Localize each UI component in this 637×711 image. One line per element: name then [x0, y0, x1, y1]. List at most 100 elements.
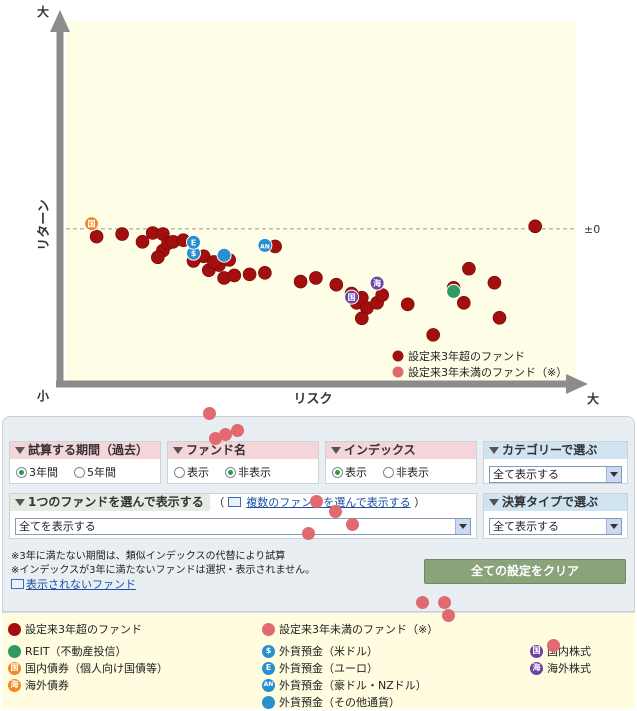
dollar-icon: $ — [262, 644, 275, 658]
pink-fund-marker[interactable] — [438, 596, 451, 609]
window-icon — [227, 497, 241, 507]
fund-point — [258, 266, 272, 280]
zero-line-label: ±0 — [584, 223, 600, 236]
y-axis-min-label: 小 — [37, 388, 49, 403]
index-show-radio[interactable]: 表示 — [332, 464, 367, 480]
legend-label: 設定来3年超のファンド — [25, 623, 142, 636]
benchmark-point-icon: E — [191, 238, 196, 247]
fund-name-title: ファンド名 — [168, 442, 318, 459]
fund-point — [492, 311, 507, 325]
fund-point — [151, 250, 165, 265]
icon-glyph: AN — [263, 681, 274, 688]
radio-icon — [383, 466, 394, 478]
inline-legend-label: 設定来3年未満のファンド（※） — [408, 365, 567, 379]
foreign-bond-icon: 海 — [8, 678, 21, 692]
radio-icon — [174, 466, 185, 478]
icon-glyph: 海 — [10, 680, 19, 689]
hidden-funds-link[interactable]: 表示されないファンド — [26, 578, 136, 591]
paren-close: ） — [414, 496, 426, 509]
pink-fund-marker[interactable] — [219, 428, 232, 441]
aud-nzd-icon: AN — [262, 678, 275, 692]
clear-all-button[interactable]: 全ての設定をクリア — [424, 559, 626, 584]
benchmark-point-icon: 海 — [373, 278, 381, 288]
fund-name-box: ファンド名 表示 非表示 — [167, 441, 319, 484]
fund-point — [462, 261, 476, 276]
benchmark-point — [369, 275, 385, 291]
domestic-stock-icon: 国 — [530, 644, 543, 658]
legend: 設定来3年超のファンド 設定来3年未満のファンド（※） REIT（不動産投信） … — [2, 612, 635, 709]
legend-label: 外貨預金（その他通貨） — [279, 696, 400, 709]
hidden-funds-row: 表示されないファンド — [11, 576, 136, 592]
benchmark-point — [84, 216, 99, 232]
period-title: 試算する期間（過去） — [10, 442, 160, 459]
legend-label: 外貨預金（ユーロ） — [279, 662, 378, 675]
y-axis-label: リターン — [37, 199, 52, 250]
pink-fund-marker[interactable] — [416, 596, 429, 609]
pink-fund-marker[interactable] — [346, 518, 359, 531]
risk-return-chart: ±0 大小大リターン リスク国 $ E AN 国海設定来3年超のファンド 設定来3年未満のファ… — [37, 4, 600, 407]
legend-label: 外貨預金（豪ドル・NZドル） — [279, 679, 427, 692]
y-axis-arrow-icon — [50, 10, 70, 32]
pink-fund-marker[interactable] — [442, 609, 455, 622]
category-title: カテゴリーで選ぶ — [484, 442, 627, 459]
fund-point — [329, 277, 344, 292]
icon-glyph: $ — [265, 646, 272, 655]
pink-fund-marker[interactable] — [547, 639, 560, 652]
settlement-select-value: 全て表示する — [493, 520, 559, 533]
legend-label: 海外債券 — [25, 679, 69, 692]
x-axis-label: リスク — [293, 392, 332, 407]
benchmark-point — [446, 283, 462, 299]
legend-item-domestic-bond: 国 国内債券（個人向け国債等） — [8, 660, 168, 676]
green-dot-icon — [8, 644, 21, 658]
period-3y-radio[interactable]: 3年間 — [16, 464, 58, 480]
legend-item-fx-other: 外貨預金（その他通貨） — [262, 694, 400, 710]
pink-fund-marker[interactable] — [203, 407, 216, 420]
index-hide-label: 非表示 — [396, 466, 429, 479]
legend-label: 設定来3年未満のファンド（※） — [279, 623, 439, 636]
category-select[interactable]: 全て表示する — [489, 466, 622, 483]
fund-name-show-radio[interactable]: 表示 — [174, 464, 209, 480]
index-hide-radio[interactable]: 非表示 — [383, 464, 429, 480]
period-box: 試算する期間（過去） 3年間 5年間 — [9, 441, 161, 484]
single-fund-select[interactable]: 全てを表示する — [15, 518, 471, 535]
settlement-select[interactable]: 全て表示する — [489, 518, 622, 535]
icon-glyph: E — [265, 663, 272, 672]
chevron-down-icon[interactable] — [606, 467, 621, 482]
chevron-down-icon[interactable] — [606, 519, 621, 534]
legend-item-fund-over3: 設定来3年超のファンド — [8, 621, 142, 637]
legend-item-foreign-bond: 海 海外債券 — [8, 677, 69, 693]
legend-item-domestic-stock: 国 国内株式 — [530, 643, 591, 659]
period-3y-label: 3年間 — [29, 466, 58, 479]
legend-item-reit: REIT（不動産投信） — [8, 643, 127, 659]
domestic-bond-icon: 国 — [8, 661, 21, 675]
blue-dot-icon — [262, 695, 275, 709]
legend-label: 国内債券（個人向け国債等） — [25, 662, 168, 675]
window-icon — [11, 579, 24, 589]
pink-fund-marker[interactable] — [329, 505, 342, 518]
index-box: インデックス 表示 非表示 — [325, 441, 477, 484]
legend-label: 海外株式 — [547, 662, 591, 675]
foreign-stock-icon: 海 — [530, 661, 543, 675]
fund-point — [115, 227, 129, 241]
single-fund-box: 1つのファンドを選んで表示する （ 複数のファンドを選んで表示する ） 全てを表… — [9, 493, 477, 539]
fund-name-show-label: 表示 — [187, 466, 209, 479]
benchmark-point-icon: 国 — [348, 292, 356, 302]
fund-point — [487, 275, 502, 290]
pink-fund-marker[interactable] — [209, 432, 222, 445]
pink-fund-marker[interactable] — [231, 424, 244, 437]
note-2: ※インデックスが3年に満たないファンドは選択・表示されません。 — [11, 565, 316, 576]
plot-area — [66, 22, 576, 384]
settlement-box: 決算タイプで選ぶ 全て表示する — [483, 493, 628, 539]
period-5y-radio[interactable]: 5年間 — [74, 464, 116, 480]
radio-icon — [74, 466, 85, 478]
pink-fund-marker[interactable] — [302, 527, 315, 540]
pink-fund-marker[interactable] — [310, 495, 323, 508]
icon-glyph: 国 — [532, 646, 541, 655]
pink-dot-icon — [262, 622, 275, 636]
fund-point — [456, 296, 471, 310]
chevron-down-icon[interactable] — [455, 519, 470, 534]
single-fund-select-value: 全てを表示する — [19, 520, 96, 533]
fund-name-hide-radio[interactable]: 非表示 — [225, 464, 271, 480]
multi-fund-link[interactable]: 複数のファンドを選んで表示する — [246, 496, 411, 509]
legend-item-fx-usd: $ 外貨預金（米ドル） — [262, 643, 378, 659]
